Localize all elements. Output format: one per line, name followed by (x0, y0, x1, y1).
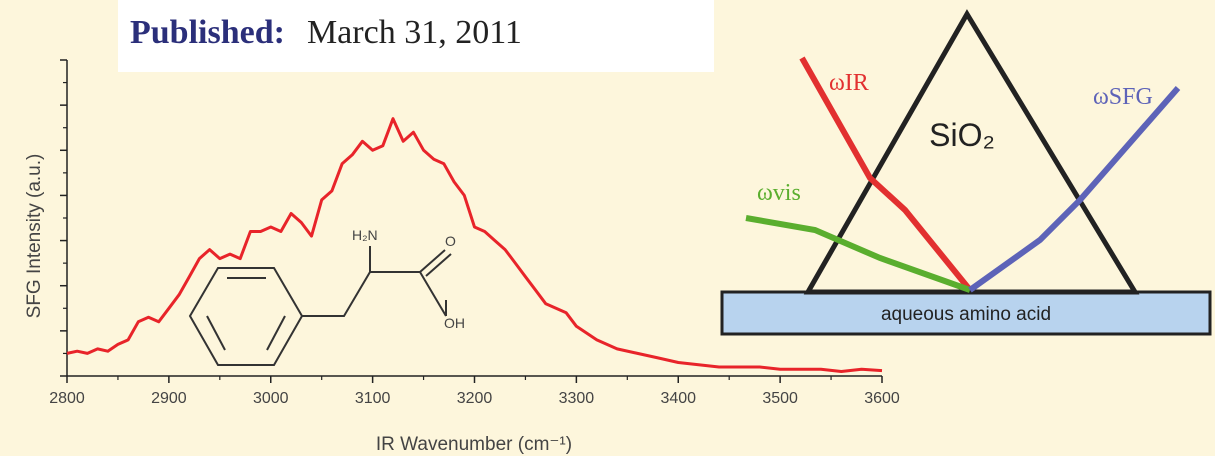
benzene-ring (188, 267, 304, 366)
ir-beam (799, 56, 973, 292)
published-date: March 31, 2011 (306, 14, 522, 51)
sfg-beam (968, 86, 1181, 293)
y-ticks (60, 59, 67, 377)
ring-double-bond-3 (266, 315, 286, 351)
nh2-label: H₂N (352, 227, 378, 243)
x-tick-label: 3200 (457, 390, 493, 407)
phenylalanine-structure (188, 246, 452, 366)
ring-double-bond-2 (206, 315, 226, 351)
sio2-label: SiO₂ (929, 117, 995, 153)
x-tick-label: 3400 (660, 390, 696, 407)
hydroxyl-label: OH (444, 315, 465, 331)
sfg-geometry-diagram: SiO₂ ωIR ωvis ωSFG aqueous amino acid (720, 9, 1212, 336)
substrate-bar (720, 290, 1212, 336)
carbonyl-bond-2 (425, 253, 452, 277)
x-tick-labels: 2800 2900 3000 3100 3200 3300 3400 3500 3600 (49, 390, 900, 407)
omega-ir-label: ωIR (829, 70, 869, 96)
carbonyl-bond (419, 249, 446, 273)
side-chain-bonds (302, 271, 447, 317)
x-tick-label: 3600 (864, 390, 900, 407)
published-label: Published: (130, 14, 285, 51)
omega-vis-label: ωvis (757, 180, 801, 206)
substrate-label: aqueous amino acid (881, 304, 1051, 325)
x-axis-label: IR Wavenumber (cm⁻¹) (376, 434, 572, 455)
x-tick-label: 2800 (49, 390, 85, 407)
x-tick-label: 3100 (355, 390, 391, 407)
x-tick-label: 3000 (253, 390, 289, 407)
sfg-spectrum-line (66, 117, 883, 373)
x-tick-label: 3300 (559, 390, 595, 407)
x-ticks (66, 376, 883, 383)
visible-beam (745, 215, 972, 293)
header-box (118, 0, 714, 72)
x-tick-label: 2900 (151, 390, 187, 407)
x-tick-label: 3500 (762, 390, 798, 407)
oxygen-label: O (445, 233, 456, 249)
published-line: Published: March 31, 2011 (130, 14, 522, 52)
y-axis-label: SFG Intensity (a.u.) (24, 154, 45, 319)
omega-sfg-label: ωSFG (1093, 84, 1153, 110)
